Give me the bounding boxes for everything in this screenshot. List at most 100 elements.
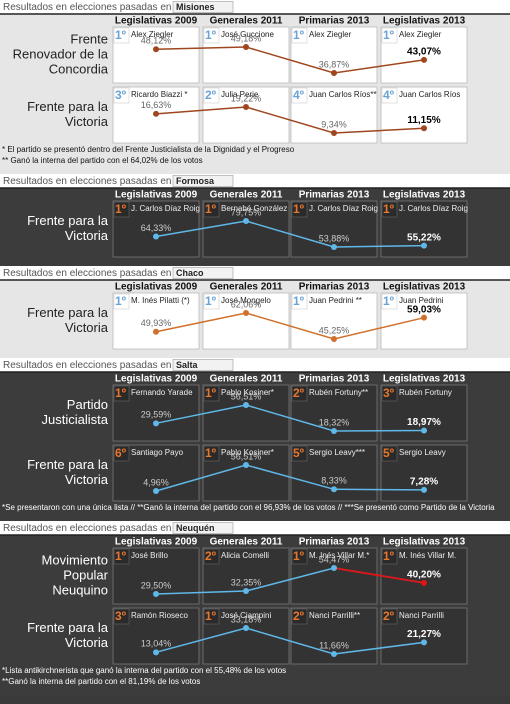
- column-header: Legislativas 2013: [383, 16, 466, 27]
- rank: 3º: [115, 609, 127, 623]
- point: [421, 427, 427, 434]
- party-name: Frente para la: [27, 99, 109, 114]
- value-label: 21,27%: [407, 629, 441, 640]
- rank: 1º: [115, 202, 127, 216]
- highlight-segment: [333, 567, 425, 584]
- point: [243, 588, 249, 595]
- column-header: Primarias 2013: [299, 282, 370, 293]
- column-header: Legislativas 2009: [115, 537, 198, 548]
- value-label: 53,88%: [319, 233, 350, 243]
- rank-badge: [113, 385, 130, 402]
- column-header: Legislativas 2013: [383, 282, 466, 293]
- rank-badge: [203, 445, 220, 462]
- section-header: Resultados en elecciones pasadas en: [3, 268, 171, 279]
- party-name: Concordia: [49, 61, 109, 76]
- point: [243, 104, 249, 110]
- rank-badge: [291, 548, 308, 565]
- rank-badge: [113, 87, 130, 104]
- party-name: Frente para la: [27, 457, 109, 472]
- section-header: Resultados en elecciones pasadas en: [3, 2, 171, 13]
- value-label: 49,18%: [231, 33, 262, 43]
- candidate: Alex Ziegler: [131, 30, 174, 39]
- candidate: Alex Ziegler: [399, 30, 442, 39]
- rank-badge: [291, 87, 308, 104]
- party-name: Victoria: [65, 472, 109, 487]
- rank: 2º: [293, 609, 305, 623]
- rank-badge: [381, 445, 398, 462]
- province-box: [172, 522, 234, 534]
- value-label: 9,34%: [321, 119, 347, 129]
- rank-badge: [381, 293, 398, 310]
- trend-line: [155, 464, 425, 492]
- candidate: Pablo Kosiner*: [221, 448, 274, 457]
- section-header: Resultados en elecciones pasadas en: [3, 176, 171, 187]
- value-label: 18,32%: [319, 417, 350, 427]
- point: [421, 486, 427, 493]
- section-header-bg: [0, 521, 510, 535]
- value-label: 19,22%: [231, 93, 262, 103]
- province-box: [172, 175, 234, 187]
- footnote: **Ganó la interna del partido con el 81,…: [2, 677, 200, 686]
- rank-badge: [381, 201, 398, 218]
- rank: 2º: [293, 386, 305, 400]
- candidate: Ramón Rioseco: [131, 611, 188, 620]
- value-label: 11,66%: [319, 640, 349, 650]
- section-header-bg: [0, 358, 510, 372]
- province-name: Neuquén: [176, 523, 215, 533]
- value-label: 33,18%: [231, 614, 262, 624]
- value-label: 29,50%: [141, 580, 172, 590]
- candidate: Juan Pedrini: [399, 296, 444, 305]
- rank-badge: [291, 293, 308, 310]
- rank-badge: [113, 548, 130, 565]
- party-name: Victoria: [65, 228, 109, 243]
- value-label: 4,96%: [143, 477, 169, 487]
- point: [421, 579, 427, 586]
- value-label: 13,04%: [141, 639, 172, 649]
- point: [153, 110, 159, 117]
- point: [243, 218, 249, 224]
- column-header: Generales 2011: [210, 282, 283, 293]
- point: [153, 488, 159, 494]
- trend-line: [155, 627, 425, 655]
- point: [243, 625, 249, 631]
- column-header: Primarias 2013: [299, 537, 370, 548]
- rank-badge: [203, 608, 220, 625]
- candidate: Rubén Fortuny**: [309, 388, 368, 397]
- value-label: 36,87%: [319, 59, 350, 69]
- rank: 1º: [205, 446, 217, 460]
- section-header-bg: [0, 266, 510, 280]
- rank: 1º: [383, 202, 395, 216]
- rank: 1º: [115, 549, 127, 563]
- column-header: Legislativas 2009: [115, 190, 198, 201]
- value-label: 59,03%: [407, 304, 441, 315]
- column-header: Generales 2011: [210, 190, 283, 201]
- point: [331, 70, 337, 76]
- candidate: Juan Carlos Ríos**: [309, 90, 377, 99]
- candidate: Nanci Parrilli: [399, 611, 444, 620]
- candidate: Rubén Fortuny: [399, 388, 452, 397]
- rank-badge: [203, 293, 220, 310]
- rank-badge: [203, 201, 220, 218]
- candidate: Pablo Kosiner*: [221, 388, 274, 397]
- party-name: Frente para la: [27, 305, 109, 320]
- rank: 1º: [383, 294, 395, 308]
- point: [153, 591, 159, 597]
- candidate: J. Carlos Díaz Roig: [131, 204, 200, 213]
- point: [331, 336, 337, 342]
- footnote: * El partido se presentó dentro del Fren…: [2, 145, 295, 154]
- province-name: Chaco: [176, 268, 204, 278]
- rank: 1º: [115, 386, 127, 400]
- party-name: Movimiento: [42, 552, 108, 567]
- party-name: Renovador de la: [13, 46, 109, 61]
- point: [421, 56, 427, 63]
- candidate: José Mongelo: [221, 296, 271, 305]
- rank: 1º: [383, 549, 395, 563]
- value-label: 40,20%: [407, 569, 441, 580]
- column-header: Primarias 2013: [299, 190, 370, 201]
- section-header: Resultados en elecciones pasadas en: [3, 523, 171, 534]
- point: [421, 314, 427, 321]
- column-header: Legislativas 2009: [115, 374, 198, 385]
- province-name: Formosa: [176, 176, 215, 186]
- footnote: *Lista antikirchnerista que ganó la inte…: [2, 666, 286, 675]
- rank: 1º: [205, 202, 217, 216]
